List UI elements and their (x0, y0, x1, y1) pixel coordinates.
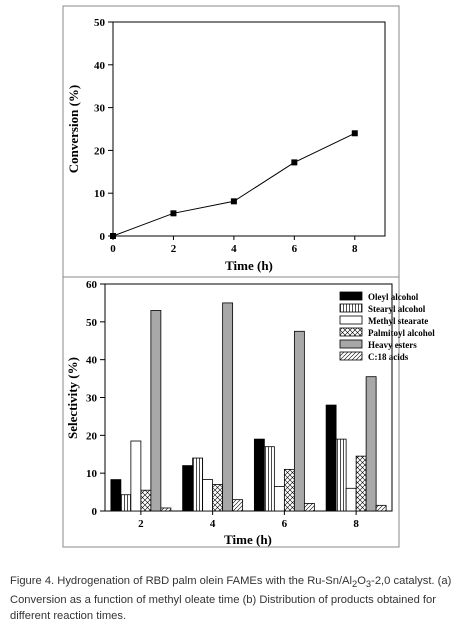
legend-label: Stearyl alcohol (368, 304, 426, 314)
x-tick-label-b: 8 (353, 518, 359, 530)
x-tick-label-b: 6 (282, 518, 288, 530)
legend-swatch (339, 303, 363, 313)
bar-c-18-acids (232, 499, 244, 512)
caption-line1: Figure 4. Hydrogenation of RBD palm olei… (10, 575, 352, 587)
bar-heavy-esters (293, 330, 305, 512)
bar-stearyl-alcohol (263, 446, 275, 512)
legend-label: Oleyl alcohol (368, 292, 419, 302)
x-tick-label-a: 6 (292, 243, 298, 255)
data-point (291, 159, 298, 166)
caption-line1-end: -2,0 (371, 575, 391, 587)
panel-b-frame (62, 276, 400, 548)
y-tick-label-a: 40 (94, 60, 106, 72)
bar-oleyl-alcohol (110, 479, 122, 512)
x-tick-label-a: 0 (110, 243, 116, 255)
bar-palmitoyl-alcohol (212, 484, 224, 512)
y-tick-label-a: 30 (94, 103, 106, 115)
y-tick-label-a: 0 (100, 231, 106, 243)
bar-palmitoyl-alcohol (140, 489, 152, 512)
y-tick-label-b: 30 (86, 393, 98, 405)
bar-methyl-stearate (130, 440, 142, 512)
y-tick-label-a: 10 (94, 188, 106, 200)
bar-c-18-acids (303, 503, 315, 512)
x-axis-label-b: Time (h) (224, 532, 272, 547)
y-axis-label-b: Selectivity (%) (65, 357, 80, 439)
y-tick-label-a: 50 (94, 17, 106, 29)
bar-oleyl-alcohol (253, 438, 265, 512)
bar-oleyl-alcohol (325, 404, 337, 512)
bar-c-18-acids (375, 504, 387, 512)
legend-label: Heavy esters (368, 340, 417, 350)
y-tick-label-a: 20 (94, 145, 106, 157)
bar-oleyl-alcohol (182, 465, 194, 512)
data-point (351, 130, 358, 137)
bar-methyl-stearate (202, 479, 214, 512)
caption-mid1: O (357, 575, 366, 587)
bar-palmitoyl-alcohol (283, 468, 295, 512)
y-tick-label-b: 0 (92, 506, 98, 518)
plot-area-a (112, 21, 386, 237)
legend-swatch (339, 291, 363, 301)
y-tick-label-b: 10 (86, 468, 98, 480)
data-point (230, 198, 237, 205)
y-tick-label-b: 60 (86, 279, 98, 291)
legend-swatch (339, 339, 363, 349)
bar-heavy-esters (365, 376, 377, 512)
selectivity-chart: 0 10 20 30 40 50 60 2 4 6 8 Oleyl alcohol Stearyl … (65, 279, 435, 547)
bar-heavy-esters (222, 302, 234, 512)
legend-swatch (339, 315, 363, 325)
y-tick-label-b: 50 (86, 317, 98, 329)
caption-rest: catalyst. (a) Conversion as a function o… (10, 575, 452, 623)
legend-swatch (339, 351, 363, 361)
conversion-line (112, 132, 356, 237)
y-tick-label-b: 40 (86, 355, 98, 367)
y-axis-label-a: Conversion (%) (66, 85, 81, 173)
legend-swatch (339, 327, 363, 337)
data-point (170, 210, 177, 217)
bar-heavy-esters (150, 310, 162, 512)
x-tick-label-a: 2 (171, 243, 177, 255)
bar-methyl-stearate (345, 487, 357, 512)
legend-label: Methyl stearate (368, 316, 428, 326)
bar-stearyl-alcohol (120, 494, 132, 512)
caption-sub1: 2 (352, 579, 358, 590)
bar-c-18-acids (160, 507, 172, 512)
bar-methyl-stearate (273, 486, 285, 512)
figure-caption: Figure 4. Hydrogenation of RBD palm olei… (10, 573, 460, 624)
x-tick-label-b: 2 (138, 518, 144, 530)
legend-label: Palmitoyl alcohol (368, 328, 435, 338)
data-point (110, 233, 116, 239)
conversion-chart: 0 10 20 30 40 50 0 2 4 6 8 Time (h) Conversion (%… (66, 17, 386, 273)
bar-palmitoyl-alcohol (355, 455, 367, 512)
bar-stearyl-alcohol (335, 438, 347, 512)
bar-stearyl-alcohol (192, 457, 204, 512)
x-axis-label-a: Time (h) (225, 258, 273, 273)
x-tick-label-a: 4 (231, 243, 237, 255)
caption-sub2: 3 (365, 579, 372, 590)
x-tick-label-a: 8 (352, 243, 358, 255)
x-tick-label-b: 4 (210, 518, 216, 530)
y-tick-label-b: 20 (86, 430, 98, 442)
legend-label: C:18 acids (368, 352, 409, 362)
